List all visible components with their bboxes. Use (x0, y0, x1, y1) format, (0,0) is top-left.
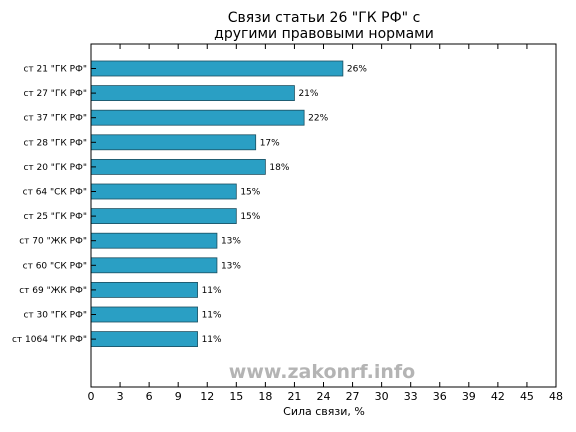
value-label: 21% (298, 89, 318, 99)
bar (90, 158, 266, 175)
value-label: 22% (308, 114, 328, 124)
watermark: www.zakonrf.info (229, 361, 415, 383)
x-tick-label: 0 (88, 390, 95, 403)
plot-area: ст 21 "ГК РФ" 26% ст 27 "ГК РФ" 21% ст 37 "Г… (12, 43, 563, 403)
category-label: ст 21 "ГК РФ" (23, 65, 87, 75)
bar (90, 306, 198, 323)
category-label: ст 37 "ГК РФ" (23, 114, 87, 124)
x-tick-label: 12 (200, 390, 214, 403)
category-label: ст 1064 "ГК РФ" (12, 335, 87, 345)
x-tick-label: 39 (462, 390, 476, 403)
category-label: ст 20 "ГК РФ" (23, 163, 87, 173)
value-label: 13% (221, 261, 241, 271)
value-label: 18% (269, 163, 289, 173)
value-label: 15% (240, 188, 260, 198)
x-tick-label: 36 (433, 390, 447, 403)
bar (90, 109, 305, 126)
category-label: ст 60 "СК РФ" (23, 261, 87, 271)
value-label: 26% (347, 65, 367, 75)
bar (90, 208, 237, 225)
value-label: 17% (260, 138, 280, 148)
x-axis-label: Сила связи, % (283, 405, 365, 418)
x-tick-label: 33 (404, 390, 418, 403)
bar (90, 331, 198, 348)
category-label: ст 25 "ГК РФ" (23, 212, 87, 222)
chart-title-line-2: другими правовыми нормами (214, 26, 434, 42)
bar (90, 134, 257, 151)
category-label: ст 27 "ГК РФ" (23, 89, 87, 99)
bar (90, 85, 295, 101)
x-tick-label: 21 (287, 390, 301, 403)
value-label: 11% (202, 286, 222, 296)
category-label: ст 64 "СК РФ" (23, 188, 87, 198)
x-tick-label: 18 (258, 390, 272, 403)
x-tick-label: 27 (346, 390, 360, 403)
bar (90, 257, 218, 274)
x-tick-label: 45 (520, 390, 534, 403)
category-label: ст 28 "ГК РФ" (23, 138, 87, 148)
category-label: ст 69 "ЖК РФ" (19, 286, 87, 296)
x-tick-label: 24 (317, 390, 331, 403)
x-tick-label: 30 (375, 390, 389, 403)
x-tick-label: 6 (146, 390, 153, 403)
x-tick-label: 3 (117, 390, 124, 403)
value-label: 13% (221, 237, 241, 247)
bar (90, 281, 198, 298)
chart-title-line-1: Связи статьи 26 "ГК РФ" с (228, 10, 421, 26)
value-label: 11% (202, 311, 222, 321)
x-tick-label: 48 (549, 390, 563, 403)
value-label: 15% (240, 212, 260, 222)
x-tick-label: 9 (175, 390, 182, 403)
category-label: ст 30 "ГК РФ" (23, 311, 87, 321)
x-tick-label: 15 (229, 390, 243, 403)
bar (90, 183, 237, 200)
bar (90, 60, 344, 77)
x-tick-label: 42 (491, 390, 505, 403)
category-label: ст 70 "ЖК РФ" (19, 237, 87, 247)
axes-frame (90, 43, 557, 388)
value-label: 11% (202, 335, 222, 345)
bar (90, 232, 218, 249)
